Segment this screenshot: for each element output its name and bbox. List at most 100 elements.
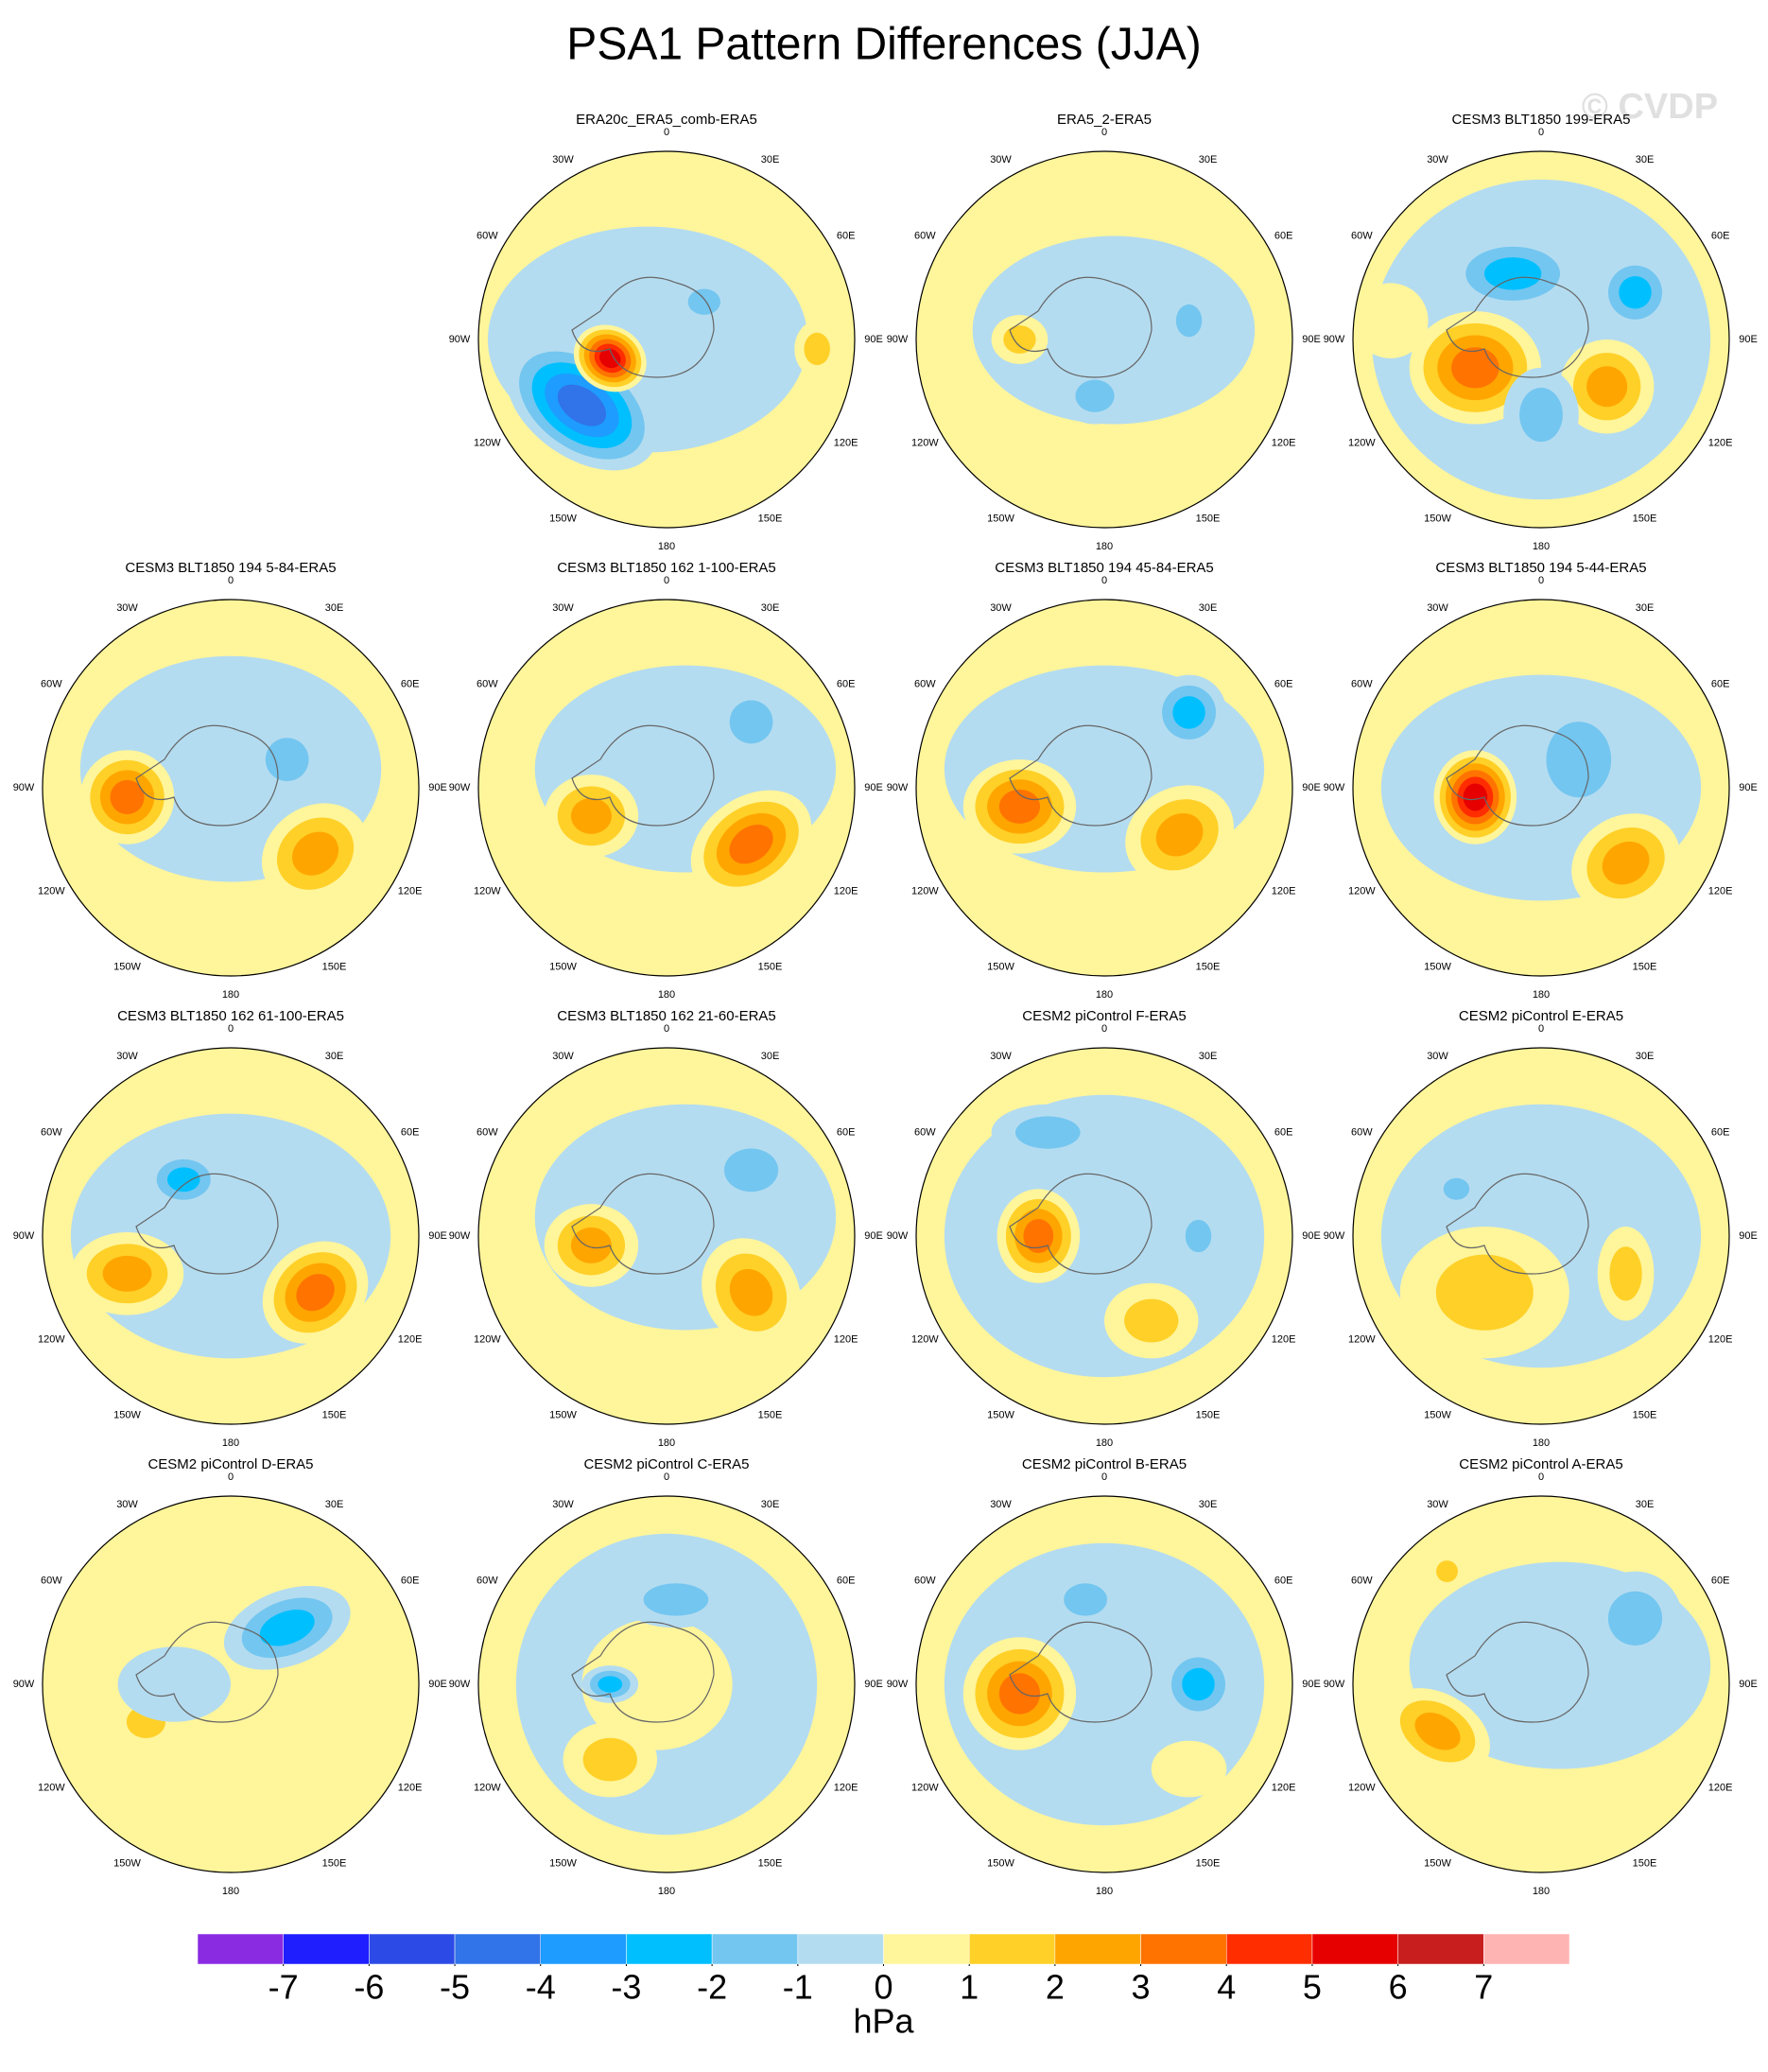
contour-region (1546, 722, 1612, 798)
colorbar-box (540, 1933, 627, 1965)
lon-label: 0 (228, 1023, 234, 1035)
panel-title: CESM2 piControl D-ERA5 (147, 1456, 313, 1472)
colorbar-label: -5 (440, 1968, 470, 2007)
lon-label: 90W (13, 782, 35, 793)
lon-label: 0 (1538, 1471, 1544, 1483)
lon-label: 150E (1633, 962, 1657, 973)
lon-label: 90E (1302, 1679, 1321, 1690)
lon-label: 30E (1199, 602, 1218, 614)
panel-title: CESM2 piControl B-ERA5 (1022, 1456, 1187, 1472)
lon-label: 90W (13, 1230, 35, 1242)
map-field (478, 1496, 855, 1872)
lon-label: 30W (990, 602, 1012, 614)
panel-title: CESM3 BLT1850 162 21-60-ERA5 (557, 1008, 776, 1024)
contour-region (723, 1148, 779, 1193)
lon-label: 90W (449, 782, 471, 793)
lon-label: 60W (477, 1575, 498, 1586)
lon-label: 120E (1272, 437, 1296, 448)
lon-label: 90W (449, 1230, 471, 1242)
panel-title: CESM2 piControl F-ERA5 (1022, 1008, 1186, 1024)
lon-label: 150W (987, 1858, 1014, 1870)
lon-label: 30W (552, 154, 574, 165)
lon-label: 60E (1274, 1126, 1293, 1138)
colorbar-label: -7 (269, 1968, 299, 2007)
lon-label: 0 (1538, 1023, 1544, 1035)
panel-title: CESM3 BLT1850 199-ERA5 (1452, 112, 1631, 128)
lon-label: 60W (41, 1126, 62, 1138)
map-border (915, 1047, 1293, 1425)
lon-label: 180 (1533, 989, 1550, 1001)
lon-label: 0 (1538, 127, 1544, 138)
colorbar-box (197, 1933, 284, 1965)
contour-region (598, 1676, 623, 1693)
lon-label: 30E (1199, 1499, 1218, 1510)
coastline (1446, 276, 1589, 378)
lon-label: 60E (401, 1575, 420, 1586)
panel-title: CESM3 BLT1850 194 45-84-ERA5 (995, 560, 1214, 576)
map-field (1353, 600, 1729, 976)
lon-label: 60W (914, 1575, 936, 1586)
lon-label: 60E (837, 230, 856, 241)
lon-label: 30W (990, 1051, 1012, 1062)
map-border (1352, 599, 1730, 977)
map-field (43, 600, 419, 976)
lon-label: 120W (1348, 1782, 1376, 1793)
map-field (478, 151, 855, 528)
contour-region (1185, 1219, 1212, 1253)
lon-label: 150W (549, 1410, 577, 1421)
lon-label: 90W (887, 1679, 909, 1690)
lon-label: 60E (1274, 1575, 1293, 1586)
contour-region (1443, 1177, 1470, 1200)
coastline (1446, 1173, 1589, 1275)
lon-label: 120W (474, 437, 501, 448)
lon-label: 150W (1424, 1858, 1451, 1870)
map-border (477, 150, 856, 529)
coastline (1009, 1621, 1153, 1723)
lon-label: 60W (41, 1575, 62, 1586)
map-border (1352, 150, 1730, 529)
contour-region (998, 1673, 1041, 1715)
lon-label: 60E (1711, 678, 1730, 689)
lon-label: 60W (1351, 1575, 1373, 1586)
lon-label: 120E (1272, 1782, 1296, 1793)
contour-region (1064, 1583, 1107, 1616)
contour-region (1182, 1667, 1215, 1701)
contour-region (1607, 1591, 1663, 1645)
colorbar-label: 4 (1217, 1968, 1236, 2007)
lon-label: 120E (1708, 437, 1733, 448)
colorbar-box (454, 1933, 541, 1965)
contour-region (1519, 387, 1563, 443)
lon-label: 30E (1199, 154, 1218, 165)
panel-title: CESM3 BLT1850 194 5-44-ERA5 (1435, 560, 1646, 576)
contour-region (581, 1618, 733, 1750)
colorbar-box (1054, 1933, 1141, 1965)
lon-label: 90E (1739, 1230, 1758, 1242)
lon-label: 180 (1096, 1886, 1113, 1897)
lon-label: 0 (1101, 127, 1107, 138)
map-border (477, 599, 856, 977)
lon-label: 120E (834, 885, 858, 897)
lon-label: 90W (13, 1679, 35, 1690)
lon-label: 30W (1427, 1051, 1448, 1062)
lon-label: 120E (398, 1333, 423, 1345)
lon-label: 60E (837, 1126, 856, 1138)
lon-label: 60E (1274, 230, 1293, 241)
lon-label: 120E (834, 1333, 858, 1345)
lon-label: 90W (887, 1230, 909, 1242)
colorbar-box (1140, 1933, 1227, 1965)
contour-region (1609, 1246, 1642, 1301)
lon-label: 120W (1348, 885, 1376, 897)
coastline (1009, 276, 1153, 378)
lon-label: 150E (758, 1410, 783, 1421)
lon-label: 120E (1708, 1333, 1733, 1345)
lon-label: 150E (1633, 514, 1657, 525)
lon-label: 180 (1096, 541, 1113, 552)
contour-region (296, 1274, 335, 1312)
lon-label: 30W (116, 602, 138, 614)
lon-label: 60W (914, 1126, 936, 1138)
